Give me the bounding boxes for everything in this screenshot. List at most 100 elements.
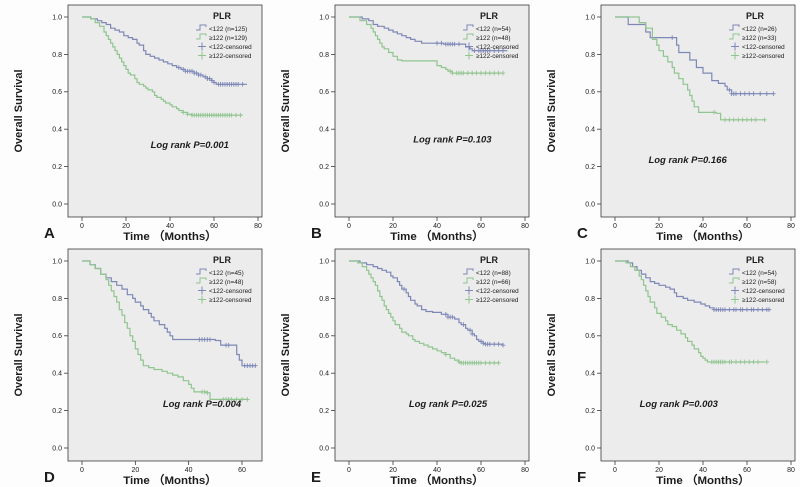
censor-mark xyxy=(465,70,470,76)
censor-mark xyxy=(738,91,744,96)
censor-mark xyxy=(480,340,486,346)
x-tick-label: 0 xyxy=(347,223,351,230)
legend-label: <122-censored xyxy=(209,288,252,295)
censor-mark xyxy=(240,82,245,87)
censor-mark xyxy=(500,70,505,76)
legend-label: ≥122-censored xyxy=(476,53,519,60)
censor-mark xyxy=(438,40,444,46)
legend-label: ≥122 (n=129) xyxy=(209,35,247,42)
x-tick-label: 80 xyxy=(254,223,262,230)
censor-mark xyxy=(734,91,739,96)
censor-mark xyxy=(235,82,241,87)
censor-mark xyxy=(482,360,488,365)
censor-mark xyxy=(727,117,733,123)
x-tick-label: 20 xyxy=(655,466,663,473)
censor-mark xyxy=(473,70,479,76)
censor-mark xyxy=(443,311,448,317)
x-tick-label: 20 xyxy=(122,223,130,230)
censor-mark xyxy=(712,110,717,115)
y-tick-label: 0.4 xyxy=(52,370,62,377)
legend-censor-sample xyxy=(197,286,206,295)
survival-curve-<122 xyxy=(615,16,774,95)
legend-label: <122-censored xyxy=(476,44,519,51)
censor-mark xyxy=(495,70,501,76)
censor-mark xyxy=(742,359,748,364)
y-tick-label: 0.0 xyxy=(52,445,62,452)
legend-label: ≥122-censored xyxy=(742,297,785,304)
x-tick-label: 40 xyxy=(433,223,441,230)
y-tick-label: 0.4 xyxy=(52,127,62,134)
legend-title: PLR xyxy=(480,255,498,265)
y-tick-label: 0.8 xyxy=(319,52,329,59)
log-rank-annotation: Log rank P=0.004 xyxy=(163,398,242,409)
y-tick-label: 0.4 xyxy=(319,370,329,377)
censor-mark xyxy=(211,80,217,85)
km-panel-a: 0.0 0.2 0.4 0.6 0.8 1.0 0 20 40 60 80 Overall Survi… xyxy=(0,0,267,244)
legend-censor-sample xyxy=(197,42,206,51)
legend-censor-sample xyxy=(731,51,740,60)
survival-curve-<122 xyxy=(348,16,508,52)
x-tick-label: 40 xyxy=(185,466,193,473)
censor-mark xyxy=(745,117,750,123)
y-tick-label: 0.6 xyxy=(52,89,62,96)
km-chart-f: 0.0 0.2 0.4 0.6 0.8 1.0 0 20 40 60 80 Overall Survi… xyxy=(546,248,796,486)
censor-mark xyxy=(487,360,492,365)
y-tick-label: 0.0 xyxy=(52,201,62,208)
legend-label: <122 (n=125) xyxy=(209,26,247,33)
censor-mark xyxy=(751,306,757,312)
censor-mark xyxy=(491,341,497,347)
y-tick-label: 0.4 xyxy=(586,370,596,377)
x-tick-label: 40 xyxy=(433,466,441,473)
censor-mark xyxy=(467,327,472,332)
censor-mark xyxy=(434,40,439,46)
censor-mark xyxy=(731,117,737,123)
survival-curve-≥122 xyxy=(81,16,243,116)
x-tick-label: 0 xyxy=(80,223,84,230)
censor-mark xyxy=(226,342,231,347)
legend-line-sample xyxy=(195,277,207,284)
censor-mark xyxy=(202,389,207,394)
x-axis-title: Time （Months） xyxy=(657,229,751,243)
log-rank-annotation: Log rank P=0.003 xyxy=(640,398,719,409)
censor-mark xyxy=(229,396,234,402)
censor-mark xyxy=(758,91,763,96)
log-rank-annotation: Log rank P=0.025 xyxy=(409,398,488,409)
x-axis-title: Time （Months） xyxy=(390,472,484,486)
legend-label: ≥122 (n=33) xyxy=(742,35,777,42)
censor-mark xyxy=(756,359,761,364)
censor-mark xyxy=(734,306,739,312)
censor-mark xyxy=(238,112,243,118)
legend-censor-sample xyxy=(464,295,473,304)
censor-mark xyxy=(460,70,466,76)
legend-title: PLR xyxy=(746,11,764,21)
censor-mark xyxy=(495,341,501,347)
survival-curve-<122 xyxy=(81,259,256,366)
censor-mark xyxy=(727,306,733,312)
log-rank-annotation: Log rank P=0.103 xyxy=(413,134,492,145)
km-chart-c: 0.0 0.2 0.4 0.6 0.8 1.0 0 20 40 60 80 Overall Survi… xyxy=(546,4,796,243)
legend-line-sample xyxy=(195,33,207,40)
plot-area xyxy=(67,4,263,218)
y-tick-label: 0.0 xyxy=(586,201,596,208)
x-tick-label: 60 xyxy=(210,223,218,230)
plot-area xyxy=(67,248,263,461)
censor-mark xyxy=(760,306,766,312)
legend-censor-sample xyxy=(464,42,473,51)
y-axis-title: Overall Survival xyxy=(546,69,558,152)
x-tick-label: 0 xyxy=(347,466,351,473)
censor-mark xyxy=(771,91,777,96)
y-tick-label: 1.0 xyxy=(319,258,329,265)
y-tick-label: 0.0 xyxy=(319,445,329,452)
censor-mark xyxy=(198,72,204,78)
censor-mark xyxy=(738,359,744,364)
legend-censor-sample xyxy=(731,286,740,295)
y-tick-label: 0.8 xyxy=(586,52,596,59)
censor-mark xyxy=(495,360,501,365)
legend-title: PLR xyxy=(213,255,231,265)
legend-censor-sample xyxy=(731,295,740,304)
censor-mark xyxy=(727,87,733,93)
y-tick-label: 0.8 xyxy=(319,295,329,302)
x-tick-label: 0 xyxy=(613,466,617,473)
censor-mark xyxy=(751,359,757,364)
